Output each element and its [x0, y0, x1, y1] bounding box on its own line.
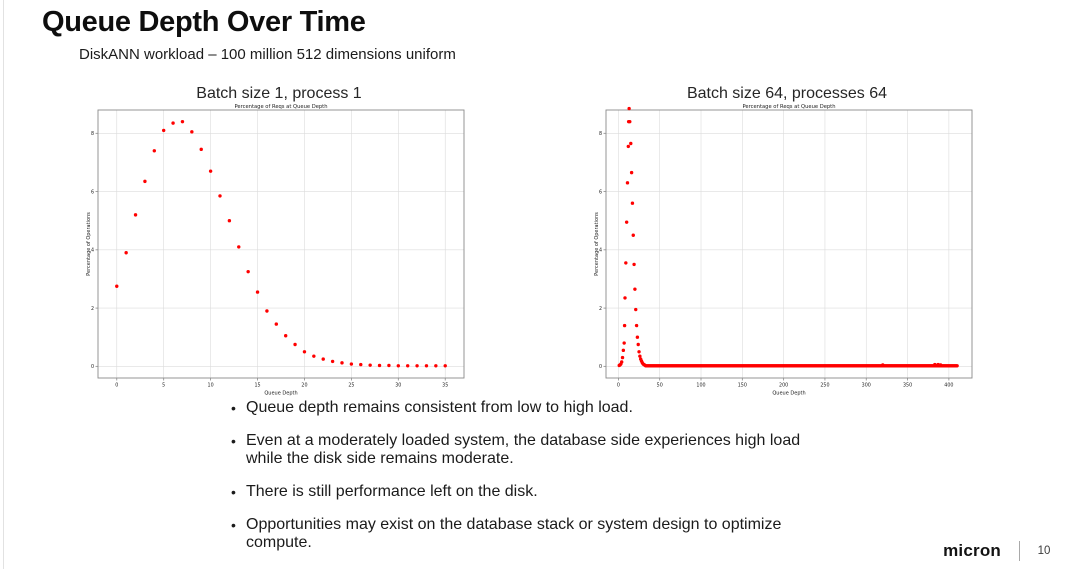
slide-footer: micron 10 — [943, 541, 1052, 561]
chart-batch-size-1: Batch size 1, process 1 0 5 10 15 20 25 30 35 0 2… — [86, 84, 472, 398]
svg-text:0: 0 — [599, 364, 602, 370]
bullet-text: Even at a moderately loaded system, the … — [246, 432, 801, 467]
svg-text:Percentage of Operations: Percentage of Operations — [86, 212, 92, 276]
svg-text:Queue Depth: Queue Depth — [772, 391, 805, 397]
bullet-dot: • — [231, 517, 236, 533]
svg-text:30: 30 — [395, 383, 401, 389]
bullet-item: • Queue depth remains consistent from low… — [229, 399, 834, 417]
svg-text:0: 0 — [91, 364, 94, 370]
svg-text:Percentage of Reqs at Queue De: Percentage of Reqs at Queue Depth — [742, 104, 835, 110]
svg-text:50: 50 — [657, 383, 663, 389]
bullet-dot: • — [231, 400, 236, 416]
svg-text:400: 400 — [944, 383, 953, 389]
micron-logo: micron — [943, 541, 1001, 560]
svg-text:10: 10 — [208, 383, 214, 389]
slide-subtitle: DiskANN workload – 100 million 512 dimen… — [79, 46, 456, 63]
svg-text:4: 4 — [599, 248, 602, 254]
bullet-text: Queue depth remains consistent from low … — [246, 399, 633, 416]
svg-text:2: 2 — [599, 306, 602, 312]
bullet-item: • There is still performance left on the … — [229, 483, 834, 501]
bullet-dot: • — [231, 484, 236, 500]
svg-text:6: 6 — [91, 189, 94, 195]
page-title: Queue Depth Over Time — [42, 6, 366, 38]
bullet-dot: • — [231, 433, 236, 449]
svg-text:5: 5 — [162, 383, 165, 389]
svg-text:35: 35 — [442, 383, 448, 389]
chart-title-batch-1: Batch size 1, process 1 — [196, 85, 362, 102]
bullet-item: • Opportunities may exist on the database… — [229, 516, 834, 552]
svg-text:6: 6 — [599, 189, 602, 195]
bullet-text: There is still performance left on the d… — [246, 483, 538, 500]
svg-text:0: 0 — [115, 383, 118, 389]
scatter-plot-batch-1: 0 5 10 15 20 25 30 35 0 2 4 6 8 Percentage of Reqs at… — [86, 104, 465, 397]
svg-text:250: 250 — [820, 383, 829, 389]
chart-batch-size-64: Batch size 64, processes 64 0 50 100 150 200… — [594, 84, 980, 398]
svg-text:25: 25 — [348, 383, 354, 389]
svg-text:2: 2 — [91, 306, 94, 312]
bullet-list: • Queue depth remains consistent from low… — [229, 399, 839, 567]
svg-text:4: 4 — [91, 248, 94, 254]
svg-text:100: 100 — [696, 383, 705, 389]
bullet-item: • Even at a moderately loaded system, the… — [229, 432, 834, 468]
footer-divider — [1019, 541, 1020, 561]
svg-text:8: 8 — [599, 131, 602, 137]
svg-text:8: 8 — [91, 131, 94, 137]
svg-text:300: 300 — [862, 383, 871, 389]
svg-text:15: 15 — [254, 383, 260, 389]
chart-title-batch-64: Batch size 64, processes 64 — [686, 85, 888, 102]
svg-text:150: 150 — [738, 383, 747, 389]
svg-text:0: 0 — [617, 383, 620, 389]
svg-text:20: 20 — [301, 383, 307, 389]
slide-left-edge-line — [3, 0, 4, 569]
scatter-plot-batch-64: 0 50 100 150 200 250 300 350 400 0 2 4 6 8 Percentage … — [594, 104, 973, 397]
svg-text:Percentage of Operations: Percentage of Operations — [594, 212, 600, 276]
page-number: 10 — [1037, 545, 1051, 557]
bullet-text: Opportunities may exist on the database … — [246, 516, 782, 551]
svg-text:Queue Depth: Queue Depth — [264, 391, 297, 397]
svg-text:Percentage of Reqs at Queue De: Percentage of Reqs at Queue Depth — [234, 104, 327, 110]
svg-text:200: 200 — [779, 383, 788, 389]
svg-text:350: 350 — [903, 383, 912, 389]
